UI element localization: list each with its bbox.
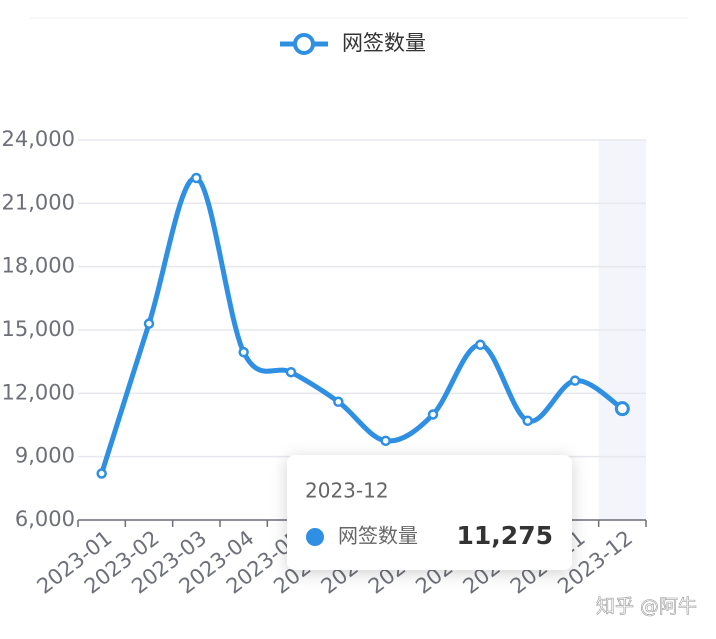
watermark: 知乎 @阿牛 (596, 596, 697, 618)
y-tick-label: 12,000 (2, 380, 75, 404)
y-tick-label: 15,000 (2, 317, 75, 341)
data-point (614, 401, 630, 417)
y-tick-label: 18,000 (2, 254, 75, 278)
data-point (96, 468, 107, 479)
data-point (522, 415, 533, 427)
data-point (380, 435, 391, 447)
y-tick-label: 24,000 (2, 127, 75, 151)
y-tick-label: 9,000 (15, 444, 75, 468)
tooltip-value: 11,275 (457, 521, 553, 550)
tooltip-box (287, 455, 572, 570)
legend[interactable]: 网签数量 (280, 31, 426, 55)
y-tick-label: 6,000 (15, 507, 75, 531)
legend-label: 网签数量 (342, 31, 426, 55)
data-point (285, 366, 297, 378)
data-point (191, 172, 202, 184)
tooltip: 2023-12 网签数量 11,275 (287, 455, 572, 570)
tooltip-title: 2023-12 (305, 479, 389, 503)
data-point (427, 409, 439, 420)
data-point (569, 375, 581, 386)
legend-marker (293, 33, 315, 55)
data-point (333, 396, 344, 408)
tooltip-marker (306, 528, 324, 546)
data-point (475, 339, 486, 351)
y-tick-label: 21,000 (2, 190, 75, 214)
tooltip-series-name: 网签数量 (338, 524, 418, 548)
data-point (238, 346, 249, 358)
data-point (143, 318, 155, 329)
